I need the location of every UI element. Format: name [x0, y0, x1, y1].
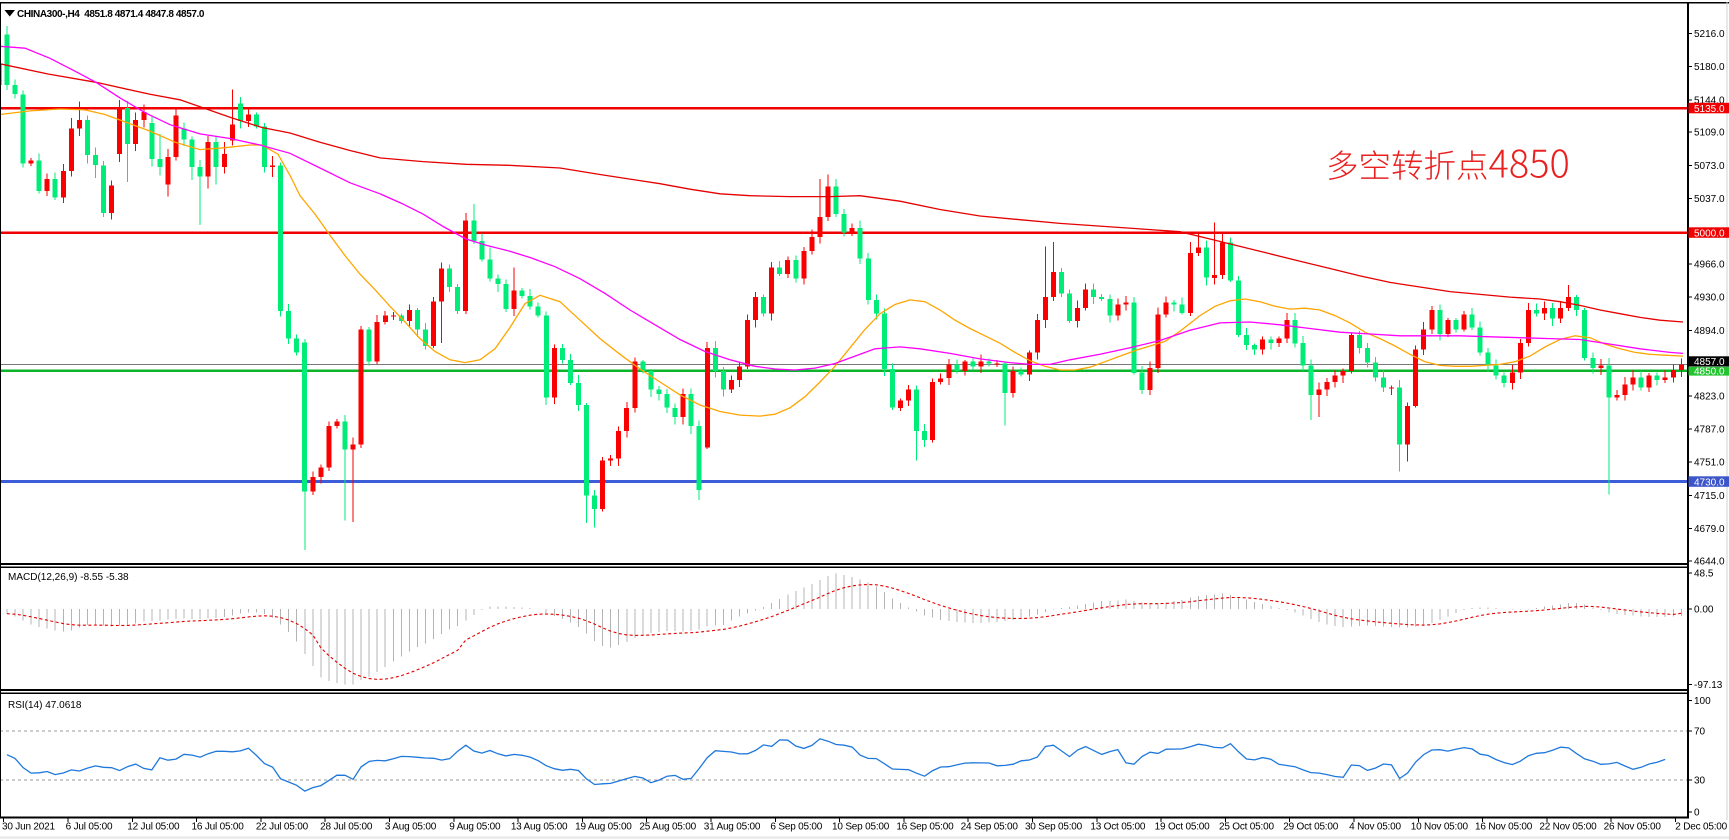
svg-text:-97.13: -97.13	[1694, 680, 1723, 691]
svg-text:19 Aug 05:00: 19 Aug 05:00	[575, 822, 632, 833]
svg-text:4787.0: 4787.0	[1694, 425, 1725, 436]
svg-text:13 Oct 05:00: 13 Oct 05:00	[1090, 822, 1145, 833]
svg-text:5144.0: 5144.0	[1694, 95, 1725, 106]
svg-text:4850.0: 4850.0	[1694, 367, 1725, 378]
svg-text:5037.0: 5037.0	[1694, 194, 1725, 205]
svg-text:16 Nov 05:00: 16 Nov 05:00	[1475, 822, 1533, 833]
svg-text:22 Nov 05:00: 22 Nov 05:00	[1539, 822, 1597, 833]
svg-text:100: 100	[1694, 696, 1711, 707]
svg-text:4930.0: 4930.0	[1694, 293, 1725, 304]
svg-text:25 Aug 05:00: 25 Aug 05:00	[639, 822, 696, 833]
svg-text:10 Sep 05:00: 10 Sep 05:00	[832, 822, 890, 833]
svg-text:10 Nov 05:00: 10 Nov 05:00	[1411, 822, 1469, 833]
svg-text:3 Aug 05:00: 3 Aug 05:00	[385, 822, 437, 833]
svg-text:6 Jul 05:00: 6 Jul 05:00	[66, 822, 113, 833]
svg-text:4966.0: 4966.0	[1694, 259, 1725, 270]
svg-text:9 Aug 05:00: 9 Aug 05:00	[449, 822, 501, 833]
svg-text:4751.0: 4751.0	[1694, 458, 1725, 469]
svg-text:19 Oct 05:00: 19 Oct 05:00	[1155, 822, 1210, 833]
svg-text:MACD(12,26,9) -8.55 -5.38: MACD(12,26,9) -8.55 -5.38	[8, 572, 129, 583]
svg-text:4894.0: 4894.0	[1694, 326, 1725, 337]
svg-text:30 Jun 2021: 30 Jun 2021	[2, 822, 55, 833]
svg-text:26 Nov 05:00: 26 Nov 05:00	[1604, 822, 1662, 833]
svg-text:4730.0: 4730.0	[1694, 477, 1725, 488]
svg-text:48.5: 48.5	[1694, 569, 1714, 580]
svg-text:30: 30	[1694, 776, 1706, 787]
svg-text:25 Oct 05:00: 25 Oct 05:00	[1219, 822, 1274, 833]
svg-text:4823.0: 4823.0	[1694, 391, 1725, 402]
svg-text:0: 0	[1694, 808, 1700, 819]
svg-text:4679.0: 4679.0	[1694, 524, 1725, 535]
svg-text:5073.0: 5073.0	[1694, 161, 1725, 172]
svg-text:22 Jul 05:00: 22 Jul 05:00	[256, 822, 309, 833]
svg-text:24 Sep 05:00: 24 Sep 05:00	[961, 822, 1019, 833]
svg-text:6 Sep 05:00: 6 Sep 05:00	[770, 822, 822, 833]
svg-text:5109.0: 5109.0	[1694, 128, 1725, 139]
svg-text:70: 70	[1694, 727, 1706, 738]
svg-text:4 Nov 05:00: 4 Nov 05:00	[1349, 822, 1401, 833]
svg-text:5180.0: 5180.0	[1694, 62, 1725, 73]
svg-text:4644.0: 4644.0	[1694, 556, 1725, 567]
svg-text:12 Jul 05:00: 12 Jul 05:00	[127, 822, 180, 833]
svg-text:RSI(14) 47.0618: RSI(14) 47.0618	[8, 700, 82, 711]
svg-text:5135.0: 5135.0	[1694, 104, 1725, 115]
svg-text:16 Sep 05:00: 16 Sep 05:00	[896, 822, 954, 833]
svg-text:5000.0: 5000.0	[1694, 228, 1725, 239]
svg-text:13 Aug 05:00: 13 Aug 05:00	[511, 822, 568, 833]
svg-text:16 Jul 05:00: 16 Jul 05:00	[192, 822, 245, 833]
svg-text:CHINA300-,H4 4851.8 4871.4 48: CHINA300-,H4 4851.8 4871.4 4847.8 4857.0	[17, 9, 205, 20]
svg-text:29 Oct 05:00: 29 Oct 05:00	[1283, 822, 1338, 833]
svg-text:31 Aug 05:00: 31 Aug 05:00	[704, 822, 761, 833]
svg-text:2 Dec 05:00: 2 Dec 05:00	[1675, 822, 1727, 833]
svg-text:30 Sep 05:00: 30 Sep 05:00	[1025, 822, 1083, 833]
svg-text:5216.0: 5216.0	[1694, 29, 1725, 40]
svg-text:0.00: 0.00	[1694, 605, 1714, 616]
svg-text:4857.0: 4857.0	[1694, 357, 1725, 368]
svg-text:28 Jul 05:00: 28 Jul 05:00	[320, 822, 373, 833]
svg-text:4715.0: 4715.0	[1694, 491, 1725, 502]
